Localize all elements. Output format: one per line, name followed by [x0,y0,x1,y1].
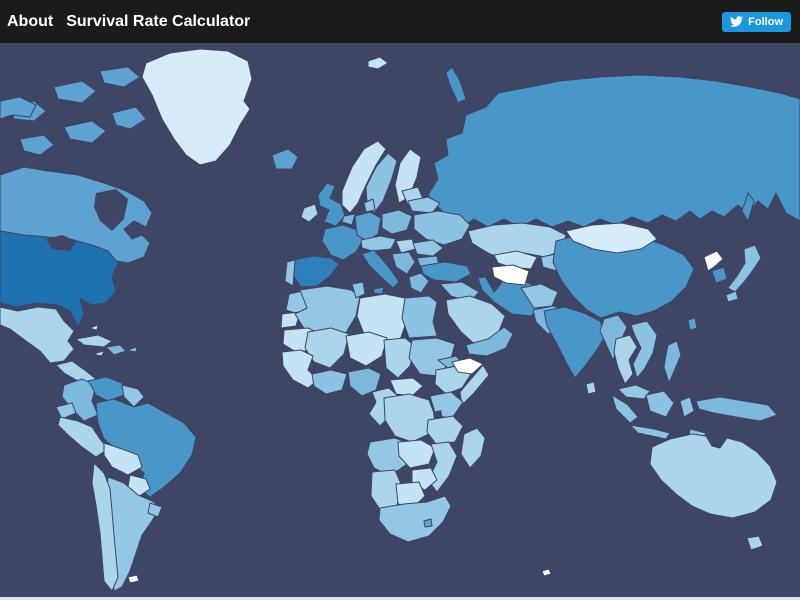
country-puerto-rico[interactable] [129,346,138,353]
top-navbar: About Survival Rate Calculator Follow [0,0,800,43]
country-mexico[interactable] [0,306,75,364]
hudson-bay [94,189,128,231]
country-peru[interactable] [57,416,109,458]
country-new-guinea[interactable] [695,396,778,422]
country-cuba[interactable] [75,334,113,348]
country-falkland-islands[interactable] [127,574,140,584]
country-vietnam-laos[interactable] [630,320,658,379]
country-russia-sakhalin[interactable] [741,192,755,222]
country-australia[interactable] [649,433,778,519]
country-north-korea[interactable] [703,250,724,272]
country-tunisia[interactable] [351,281,366,299]
country-chad[interactable] [383,337,416,379]
country-afghanistan[interactable] [520,283,559,309]
country-japan[interactable] [727,244,762,293]
country-jamaica[interactable] [95,350,105,357]
country-somaliland[interactable] [451,357,484,375]
twitter-follow-button[interactable]: Follow [722,11,791,32]
country-central-african-republic[interactable] [389,377,424,397]
country-ireland[interactable] [300,203,319,223]
country-venezuela[interactable] [87,376,125,402]
country-belarus[interactable] [407,196,441,214]
country-canada-arctic-6[interactable] [19,134,55,156]
country-kazakhstan[interactable] [467,222,567,262]
great-lakes [46,235,76,251]
country-spain[interactable] [292,255,340,288]
country-niger[interactable] [345,331,388,367]
country-canada-arctic-3[interactable] [99,66,141,88]
country-lesotho[interactable] [423,518,433,528]
country-thailand[interactable] [613,334,638,385]
country-south-africa[interactable] [378,495,452,543]
nav-link-about[interactable]: About [7,12,54,30]
country-australia-tasmania[interactable] [746,535,764,551]
country-japan-kyushu[interactable] [725,290,739,303]
twitter-bird-icon [730,16,744,27]
country-south-korea[interactable] [711,266,728,284]
country-norway[interactable] [341,140,387,214]
nav-link-survival-rate-calculator[interactable]: Survival Rate Calculator [66,12,251,30]
country-czech-austria[interactable] [360,235,397,252]
follow-button-label: Follow [748,15,783,28]
country-ecuador[interactable] [55,402,77,420]
country-denmark[interactable] [363,198,376,213]
country-taiwan[interactable] [687,317,698,331]
country-zambia[interactable] [397,439,436,469]
country-guianas[interactable] [121,384,145,408]
country-greece[interactable] [408,272,430,294]
country-tanzania[interactable] [426,415,464,445]
country-turkey[interactable] [420,261,472,283]
country-madagascar[interactable] [460,427,486,469]
country-small-southern-island[interactable] [541,568,552,577]
country-mali[interactable] [304,327,350,369]
country-benelux[interactable] [341,213,356,226]
country-romania[interactable] [412,239,444,257]
country-portugal[interactable] [284,259,296,287]
country-yemen-oman[interactable] [465,326,514,357]
country-bolivia[interactable] [103,442,143,476]
country-indonesia-sulawesi[interactable] [679,396,695,418]
country-russia-novaya-zemlya[interactable] [445,66,467,104]
country-poland[interactable] [381,209,413,235]
country-finland[interactable] [394,148,422,204]
country-canada-arctic-5[interactable] [111,106,147,130]
country-philippines[interactable] [663,340,682,384]
country-italy[interactable] [361,249,400,289]
country-canada-arctic-4[interactable] [63,120,107,144]
country-balkans[interactable] [391,251,416,275]
country-greenland[interactable] [141,48,253,166]
country-uruguay[interactable] [147,502,163,518]
country-indonesia-sumatra[interactable] [611,394,639,424]
world-map [0,43,800,597]
country-egypt[interactable] [401,295,438,339]
world-map-container [0,43,800,597]
country-ukraine[interactable] [413,210,471,246]
country-chile[interactable] [91,462,119,592]
country-svalbard[interactable] [367,56,389,70]
country-sri-lanka[interactable] [585,381,597,395]
country-hispaniola[interactable] [105,344,127,356]
country-indonesia-java[interactable] [629,424,671,440]
country-indonesia-borneo[interactable] [645,390,675,418]
country-india[interactable] [543,306,607,379]
country-western-sahara[interactable] [280,311,301,329]
country-canada-arctic-7[interactable] [0,96,37,120]
country-botswana[interactable] [395,481,426,509]
country-turkmenistan[interactable] [491,264,530,286]
country-germany[interactable] [354,211,382,242]
country-nigeria[interactable] [347,367,382,397]
country-mongolia[interactable] [565,222,658,254]
country-bahamas[interactable] [91,324,99,331]
country-iceland[interactable] [271,148,299,170]
country-france[interactable] [321,224,364,261]
country-canada-arctic-2[interactable] [53,80,97,104]
country-ghana-ivory[interactable] [311,369,348,395]
country-uzbekistan[interactable] [493,250,538,270]
country-somalia[interactable] [459,364,490,406]
